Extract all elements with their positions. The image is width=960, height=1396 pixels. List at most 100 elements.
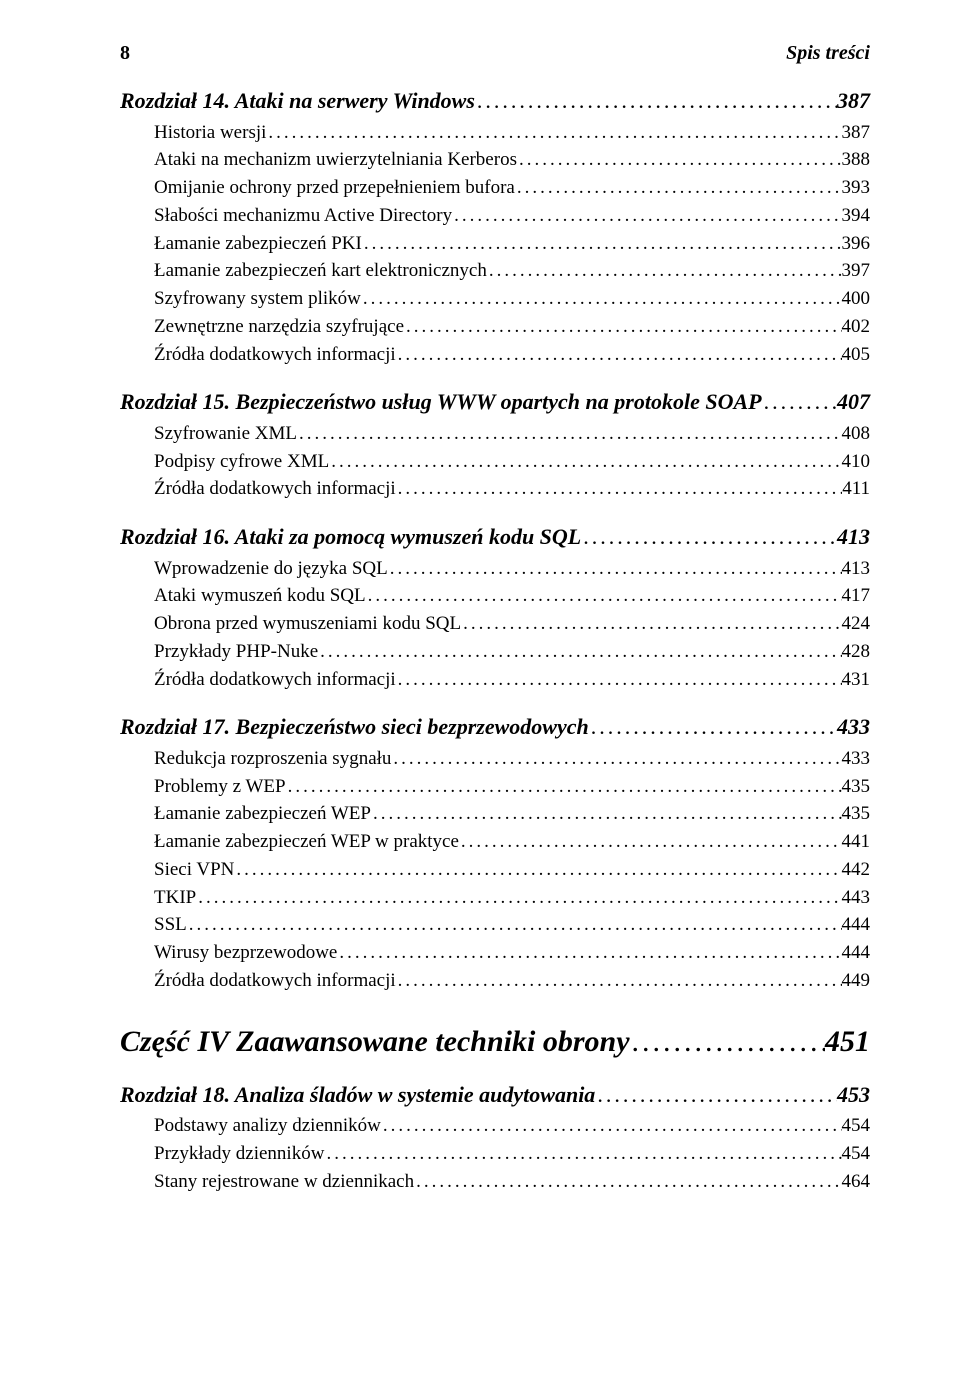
toc-leader: ........................................…: [391, 747, 841, 771]
toc-entry: Sieci VPN...............................…: [154, 858, 870, 882]
toc-entry: Podpisy cyfrowe XML.....................…: [154, 450, 870, 474]
toc-leader: ........................................…: [196, 886, 841, 910]
toc-page-number: 435: [842, 775, 871, 799]
toc-label: Wprowadzenie do języka SQL: [154, 557, 388, 581]
toc-label: Przykłady PHP-Nuke: [154, 640, 318, 664]
toc-label: Rozdział 14. Ataki na serwery Windows: [120, 87, 475, 115]
toc-label: Szyfrowany system plików: [154, 287, 361, 311]
toc-leader: ........................................…: [396, 343, 842, 367]
toc-leader: ........................................…: [475, 87, 837, 115]
toc-chapter: Rozdział 14. Ataki na serwery Windows...…: [120, 87, 870, 115]
toc-entry: Źródła dodatkowych informacji...........…: [154, 343, 870, 367]
toc-leader: ........................................…: [396, 477, 843, 501]
toc-page-number: 417: [842, 584, 871, 608]
toc-entry: Podstawy analizy dzienników.............…: [154, 1114, 870, 1138]
section-title: Spis treści: [786, 42, 870, 65]
toc-page-number: 424: [842, 612, 871, 636]
toc-leader: ........................................…: [381, 1114, 842, 1138]
toc-entry: Wprowadzenie do języka SQL..............…: [154, 557, 870, 581]
toc-leader: ........................................…: [371, 802, 842, 826]
toc-leader: ........................................…: [297, 422, 842, 446]
toc-leader: ........................................…: [630, 1025, 825, 1059]
toc-entry: Zewnętrzne narzędzia szyfrujące.........…: [154, 315, 870, 339]
toc-page-number: 396: [842, 232, 871, 256]
toc-leader: ........................................…: [337, 941, 841, 965]
toc-label: Rozdział 15. Bezpieczeństwo usług WWW op…: [120, 388, 762, 416]
toc-label: SSL: [154, 913, 187, 937]
toc-chapter: Rozdział 15. Bezpieczeństwo usług WWW op…: [120, 388, 870, 416]
toc-entry: Ataki na mechanizm uwierzytelniania Kerb…: [154, 148, 870, 172]
toc-page-number: 435: [842, 802, 871, 826]
toc-entry: Szyfrowanie XML.........................…: [154, 422, 870, 446]
toc-entry: Obrona przed wymuszeniami kodu SQL......…: [154, 612, 870, 636]
toc-entry: Łamanie zabezpieczeń kart elektronicznyc…: [154, 259, 870, 283]
toc-page-number: 433: [837, 713, 870, 741]
toc-page-number: 453: [837, 1081, 870, 1109]
toc-entry: Źródła dodatkowych informacji...........…: [154, 477, 870, 501]
toc-label: Część IV Zaawansowane techniki obrony: [120, 1025, 630, 1059]
toc-label: Ataki na mechanizm uwierzytelniania Kerb…: [154, 148, 517, 172]
toc-page-number: 387: [837, 87, 870, 115]
toc-page-number: 405: [842, 343, 871, 367]
toc-entry: TKIP....................................…: [154, 886, 870, 910]
toc-label: Rozdział 18. Analiza śladów w systemie a…: [120, 1081, 595, 1109]
toc-page-number: 410: [842, 450, 871, 474]
toc-entry: Problemy z WEP..........................…: [154, 775, 870, 799]
toc-label: Słabości mechanizmu Active Directory: [154, 204, 452, 228]
toc-label: Szyfrowanie XML: [154, 422, 297, 446]
toc-page-number: 454: [842, 1142, 871, 1166]
toc-page-number: 451: [825, 1025, 870, 1059]
toc-label: Wirusy bezprzewodowe: [154, 941, 337, 965]
toc-entry: Źródła dodatkowych informacji...........…: [154, 969, 870, 993]
toc-entry: Wirusy bezprzewodowe....................…: [154, 941, 870, 965]
toc-page-number: 449: [842, 969, 871, 993]
toc-entry: Ataki wymuszeń kodu SQL.................…: [154, 584, 870, 608]
toc-page-number: 408: [842, 422, 871, 446]
toc-entry: Źródła dodatkowych informacji...........…: [154, 668, 870, 692]
toc-label: Obrona przed wymuszeniami kodu SQL: [154, 612, 461, 636]
toc-leader: ........................................…: [396, 969, 842, 993]
toc-leader: ........................................…: [286, 775, 842, 799]
toc-page-number: 444: [842, 941, 871, 965]
toc-leader: ........................................…: [515, 176, 842, 200]
toc-leader: ........................................…: [362, 232, 842, 256]
toc-label: Łamanie zabezpieczeń PKI: [154, 232, 362, 256]
toc-entry: Przykłady PHP-Nuke......................…: [154, 640, 870, 664]
toc-entry: Przykłady dzienników....................…: [154, 1142, 870, 1166]
toc-page-number: 441: [842, 830, 871, 854]
toc-label: Rozdział 17. Bezpieczeństwo sieci bezprz…: [120, 713, 589, 741]
toc-leader: ........................................…: [361, 287, 842, 311]
toc-leader: ........................................…: [581, 523, 837, 551]
toc-leader: ........................................…: [589, 713, 837, 741]
toc-label: Historia wersji: [154, 121, 266, 145]
toc-label: Źródła dodatkowych informacji: [154, 343, 396, 367]
toc-leader: ........................................…: [762, 388, 837, 416]
toc-label: Źródła dodatkowych informacji: [154, 477, 396, 501]
toc-label: Sieci VPN: [154, 858, 234, 882]
toc-list: Rozdział 14. Ataki na serwery Windows...…: [120, 87, 870, 1193]
toc-label: TKIP: [154, 886, 196, 910]
toc-page-number: 428: [842, 640, 871, 664]
toc-leader: ........................................…: [487, 259, 842, 283]
toc-entry: SSL.....................................…: [154, 913, 870, 937]
toc-label: Łamanie zabezpieczeń WEP w praktyce: [154, 830, 459, 854]
toc-page-number: 402: [842, 315, 871, 339]
toc-leader: ........................................…: [266, 121, 841, 145]
toc-leader: ........................................…: [234, 858, 841, 882]
toc-page-number: 444: [842, 913, 871, 937]
toc-page-number: 407: [837, 388, 870, 416]
toc-leader: ........................................…: [404, 315, 842, 339]
toc-leader: ........................................…: [452, 204, 841, 228]
toc-page-number: 400: [842, 287, 871, 311]
page-number: 8: [120, 42, 148, 65]
toc-page-number: 431: [842, 668, 871, 692]
toc-page-number: 413: [842, 557, 871, 581]
toc-label: Redukcja rozproszenia sygnału: [154, 747, 391, 771]
toc-label: Przykłady dzienników: [154, 1142, 324, 1166]
toc-leader: ........................................…: [324, 1142, 841, 1166]
toc-entry: Łamanie zabezpieczeń WEP w praktyce.....…: [154, 830, 870, 854]
toc-page-number: 454: [842, 1114, 871, 1138]
toc-page-number: 411: [842, 477, 870, 501]
toc-leader: ........................................…: [595, 1081, 837, 1109]
toc-part: Część IV Zaawansowane techniki obrony...…: [120, 1025, 870, 1059]
